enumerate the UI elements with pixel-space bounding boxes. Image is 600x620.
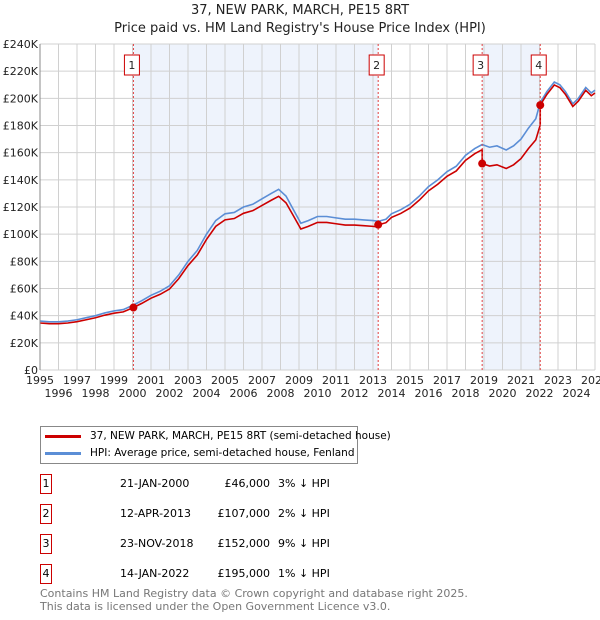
x-tick-label: 2011 [322, 374, 350, 387]
x-tick-label: 2014 [378, 387, 406, 400]
legend-item-hpi: HPI: Average price, semi-detached house,… [45, 445, 354, 461]
footer-line: This data is licensed under the Open Gov… [40, 600, 391, 613]
x-tick-label: 2017 [433, 374, 461, 387]
x-tick-label: 2019 [470, 374, 498, 387]
sale-hpi-diff: 1% ↓ HPI [278, 567, 330, 580]
x-tick-label: 2009 [285, 374, 313, 387]
legend-item-property: 37, NEW PARK, MARCH, PE15 8RT (semi-deta… [45, 428, 391, 444]
sales-table-row: 1 21-JAN-2000 £46,000 3% ↓ HPI [40, 474, 440, 496]
sale-marker-label: 4 [535, 59, 542, 72]
y-tick-label: £0 [24, 364, 38, 377]
sale-hpi-diff: 9% ↓ HPI [278, 537, 330, 550]
x-tick-label: 2004 [193, 387, 221, 400]
y-tick-label: £220K [3, 65, 39, 78]
sale-point [536, 101, 545, 110]
sale-hpi-diff: 3% ↓ HPI [278, 477, 330, 490]
x-tick-label: 2012 [341, 387, 369, 400]
x-tick-label: 2002 [156, 387, 184, 400]
x-tick-label: 1997 [63, 374, 91, 387]
legend-label: HPI: Average price, semi-detached house,… [90, 447, 355, 459]
x-tick-label: 2010 [304, 387, 332, 400]
chart-subtitle: Price paid vs. HM Land Registry's House … [114, 21, 486, 36]
y-tick-label: £100K [3, 228, 39, 241]
sales-table-row: 4 14-JAN-2022 £195,000 1% ↓ HPI [40, 564, 440, 586]
legend-label: 37, NEW PARK, MARCH, PE15 8RT (semi-deta… [90, 430, 391, 442]
x-tick-label: 2022 [526, 387, 554, 400]
sale-date: 21-JAN-2000 [120, 477, 190, 490]
x-tick-label: 2013 [359, 374, 387, 387]
sale-marker-label: 2 [373, 59, 380, 72]
x-tick-label: 2000 [119, 387, 147, 400]
x-tick-label: 1998 [82, 387, 110, 400]
sale-point [478, 159, 487, 168]
y-tick-label: £120K [3, 201, 39, 214]
x-tick-label: 1996 [45, 387, 73, 400]
property-line [39, 83, 596, 325]
sale-date: 23-NOV-2018 [120, 537, 194, 550]
sale-price: £107,000 [217, 507, 271, 520]
x-tick-label: 2018 [452, 387, 480, 400]
price-chart: 1995199619971998199920002001200220032004… [3, 38, 600, 400]
footer: Contains HM Land Registry data © Crown c… [40, 587, 468, 613]
y-tick-label: £180K [3, 120, 39, 133]
y-tick-label: £140K [3, 174, 39, 187]
sale-hpi-diff: 2% ↓ HPI [278, 507, 330, 520]
sale-marker-label: 3 [477, 59, 484, 72]
y-tick-label: £80K [10, 255, 39, 268]
sale-marker-box [123, 54, 140, 76]
sale-price: £195,000 [217, 567, 271, 580]
x-tick-label: 2006 [230, 387, 258, 400]
sales-table-row: 2 12-APR-2013 £107,000 2% ↓ HPI [40, 504, 440, 526]
y-tick-label: £240K [3, 38, 39, 51]
sale-marker-box [368, 54, 385, 76]
y-tick-label: £200K [3, 92, 39, 105]
sale-number: 4 [40, 564, 52, 584]
sale-number: 2 [40, 504, 52, 524]
x-tick-label: 2003 [174, 374, 202, 387]
footer-line: Contains HM Land Registry data © Crown c… [40, 587, 468, 600]
sale-marker-box [472, 54, 489, 76]
sale-number: 3 [40, 534, 52, 554]
sale-number: 1 [40, 474, 52, 494]
y-tick-label: £60K [10, 283, 39, 296]
sale-date: 12-APR-2013 [120, 507, 192, 520]
legend-swatch-red [45, 434, 81, 438]
sale-date: 14-JAN-2022 [120, 567, 190, 580]
sale-point [129, 303, 138, 312]
sales-table-row: 3 23-NOV-2018 £152,000 9% ↓ HPI [40, 534, 440, 556]
sale-marker-label: 1 [128, 59, 135, 72]
x-tick-label: 2023 [544, 374, 572, 387]
x-tick-label: 1995 [26, 374, 54, 387]
x-tick-label: 1999 [100, 374, 128, 387]
x-tick-label: 2005 [211, 374, 239, 387]
x-tick-label: 2020 [489, 387, 517, 400]
chart-title: 37, NEW PARK, MARCH, PE15 8RT [190, 3, 410, 18]
x-tick-label: 2021 [507, 374, 535, 387]
legend-swatch-blue [45, 451, 81, 455]
x-tick-label: 2025 [581, 374, 600, 387]
x-tick-label: 2007 [248, 374, 276, 387]
sale-point [374, 220, 383, 229]
sale-price: £152,000 [217, 537, 271, 550]
hpi-line [39, 81, 596, 323]
y-tick-label: £160K [3, 147, 39, 160]
sale-price: £46,000 [224, 477, 271, 490]
x-tick-label: 2016 [415, 387, 443, 400]
y-tick-label: £20K [10, 337, 39, 350]
x-tick-label: 2001 [137, 374, 165, 387]
x-tick-label: 2015 [396, 374, 424, 387]
y-tick-label: £40K [10, 310, 39, 323]
sale-marker-box [530, 54, 547, 76]
legend: 37, NEW PARK, MARCH, PE15 8RT (semi-deta… [40, 426, 391, 464]
x-tick-label: 2024 [563, 387, 591, 400]
x-tick-label: 2008 [267, 387, 295, 400]
